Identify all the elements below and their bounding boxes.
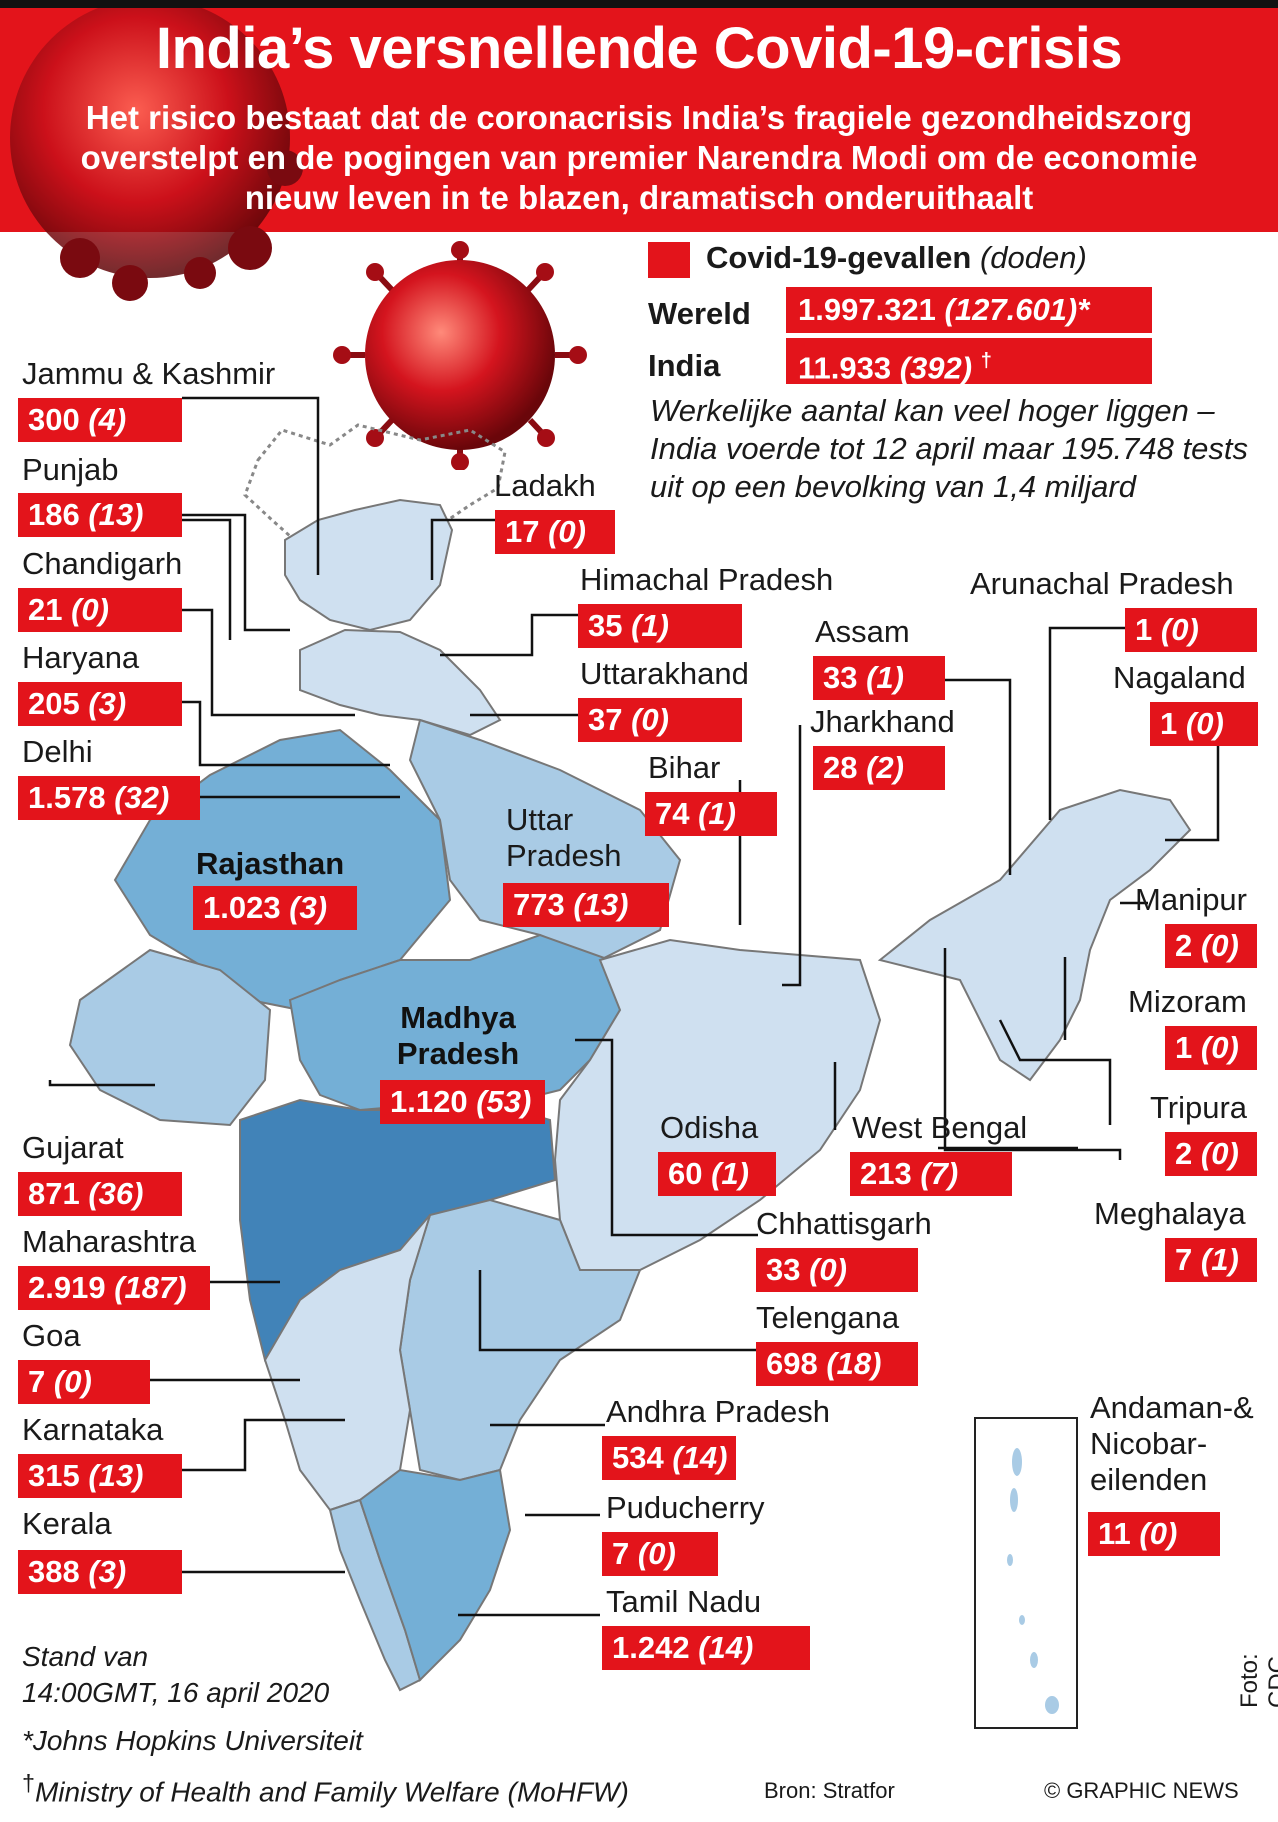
source-credit: Bron: Stratfor — [764, 1778, 895, 1803]
value-arunachal-pradesh: 1 (0) — [1125, 608, 1257, 652]
value-himachal-pradesh: 35 (1) — [578, 604, 742, 648]
label-chhattisgarh: Chhattisgarh — [756, 1206, 932, 1241]
virus-illustration-center — [333, 241, 587, 470]
value-madhya-pradesh: 1.120 (53) — [380, 1080, 545, 1124]
value-tamil-nadu: 1.242 (14) — [602, 1626, 810, 1670]
value-meghalaya: 7 (1) — [1165, 1238, 1257, 1282]
label-nagaland: Nagaland — [1113, 660, 1246, 695]
source-note-johns-hopkins: *Johns Hopkins Universiteit — [22, 1725, 363, 1756]
top-rule — [0, 0, 1278, 8]
value-maharashtra: 2.919 (187) — [18, 1266, 210, 1310]
source-note-mohfw: †Ministry of Health and Family Welfare (… — [22, 1770, 629, 1808]
label-bihar: Bihar — [648, 750, 721, 785]
value-kerala: 388 (3) — [18, 1550, 182, 1594]
label-tripura: Tripura — [1150, 1090, 1248, 1125]
region-jammu-kashmir-ladakh — [284, 498, 454, 632]
value-haryana: 205 (3) — [18, 682, 182, 726]
label-uttarakhand: Uttarakhand — [580, 656, 749, 691]
value-west-bengal: 213 (7) — [850, 1152, 1012, 1196]
region-east — [553, 938, 882, 1271]
value-jammu-kashmir: 300 (4) — [18, 398, 182, 442]
region-karnataka — [263, 1214, 431, 1512]
region-madhya-pradesh — [288, 933, 622, 1112]
region-tamil-nadu — [358, 1468, 512, 1682]
value-gujarat: 871 (36) — [18, 1172, 182, 1216]
label-rajasthan: Rajasthan — [196, 846, 345, 881]
label-karnataka: Karnataka — [22, 1412, 164, 1447]
world-value: 1.997.321 (127.601)* — [786, 287, 1152, 333]
label-maharashtra: Maharashtra — [22, 1224, 197, 1259]
label-chandigarh: Chandigarh — [22, 546, 183, 581]
value-puducherry: 7 (0) — [602, 1532, 718, 1576]
date-line-1: Stand van — [22, 1641, 149, 1672]
value-uttarakhand: 37 (0) — [578, 698, 742, 742]
label-odisha: Odisha — [660, 1110, 759, 1145]
label-meghalaya: Meghalaya — [1094, 1196, 1246, 1231]
label-andaman-nicobar: Andaman-& Nicobar-eilenden — [1090, 1390, 1254, 1497]
value-andhra-pradesh: 534 (14) — [602, 1436, 736, 1480]
value-delhi: 1.578 (32) — [18, 776, 200, 820]
label-uttar-pradesh: Uttar Pradesh — [506, 802, 622, 873]
date-line-2: 14:00GMT, 16 april 2020 — [22, 1677, 330, 1708]
label-west-bengal: West Bengal — [852, 1110, 1028, 1145]
label-mizoram: Mizoram — [1128, 984, 1247, 1019]
value-assam: 33 (1) — [813, 656, 945, 700]
label-puducherry: Puducherry — [606, 1490, 765, 1525]
region-north-east — [877, 788, 1192, 1082]
value-jharkhand: 28 (2) — [813, 746, 945, 790]
value-odisha: 60 (1) — [658, 1152, 776, 1196]
label-ladakh: Ladakh — [494, 468, 596, 503]
value-goa: 7 (0) — [18, 1360, 150, 1404]
andaman-islands — [1007, 1448, 1059, 1714]
value-rajasthan: 1.023 (3) — [193, 886, 357, 930]
label-gujarat: Gujarat — [22, 1130, 124, 1165]
value-chandigarh: 21 (0) — [18, 588, 182, 632]
value-tripura: 2 (0) — [1165, 1132, 1257, 1176]
label-tamil-nadu: Tamil Nadu — [606, 1584, 762, 1619]
value-nagaland: 1 (0) — [1150, 702, 1258, 746]
value-mizoram: 1 (0) — [1165, 1026, 1257, 1070]
value-telengana: 698 (18) — [756, 1342, 918, 1386]
value-punjab: 186 (13) — [18, 493, 182, 537]
value-karnataka: 315 (13) — [18, 1454, 182, 1498]
value-andaman-nicobar: 11 (0) — [1088, 1512, 1220, 1556]
andaman-inset-frame — [974, 1417, 1078, 1729]
label-goa: Goa — [22, 1318, 81, 1353]
virus-illustration-left — [10, 8, 303, 301]
india-value: 11.933 (392) † — [786, 338, 1152, 385]
label-arunachal-pradesh: Arunachal Pradesh — [970, 566, 1234, 601]
india-label: India — [648, 348, 721, 383]
label-himachal-pradesh: Himachal Pradesh — [580, 562, 834, 597]
label-assam: Assam — [815, 614, 910, 649]
label-delhi: Delhi — [22, 734, 93, 769]
legend-swatch — [648, 242, 690, 278]
value-manipur: 2 (0) — [1165, 924, 1257, 968]
value-uttar-pradesh: 773 (13) — [503, 883, 669, 927]
label-andhra-pradesh: Andhra Pradesh — [606, 1394, 831, 1429]
label-madhya-pradesh: Madhya Pradesh — [396, 1000, 520, 1071]
label-jharkhand: Jharkhand — [810, 704, 955, 739]
photo-credit: Foto: CDC — [1236, 1653, 1278, 1708]
testing-note: Werkelijke aantal kan veel hoger liggen … — [650, 393, 1248, 504]
label-telengana: Telengana — [756, 1300, 900, 1335]
label-manipur: Manipur — [1135, 882, 1247, 917]
legend-title: Covid-19-gevallen (doden) — [706, 240, 1087, 275]
label-kerala: Kerala — [22, 1506, 112, 1541]
value-chhattisgarh: 33 (0) — [756, 1248, 918, 1292]
label-haryana: Haryana — [22, 640, 140, 675]
region-gujarat — [68, 948, 272, 1127]
page-title: India’s versnellende Covid-19-crisis — [155, 16, 1123, 81]
world-label: Wereld — [648, 296, 751, 331]
copyright: © GRAPHIC NEWS — [1044, 1778, 1239, 1803]
value-bihar: 74 (1) — [645, 792, 777, 836]
value-ladakh: 17 (0) — [495, 510, 615, 554]
label-jammu-kashmir: Jammu & Kashmir — [22, 356, 276, 391]
page-subtitle: Het risico bestaat dat de coronacrisis I… — [80, 99, 1198, 216]
dagger-mark: † — [22, 1770, 35, 1796]
region-north-hills — [299, 628, 502, 737]
label-punjab: Punjab — [22, 452, 119, 487]
